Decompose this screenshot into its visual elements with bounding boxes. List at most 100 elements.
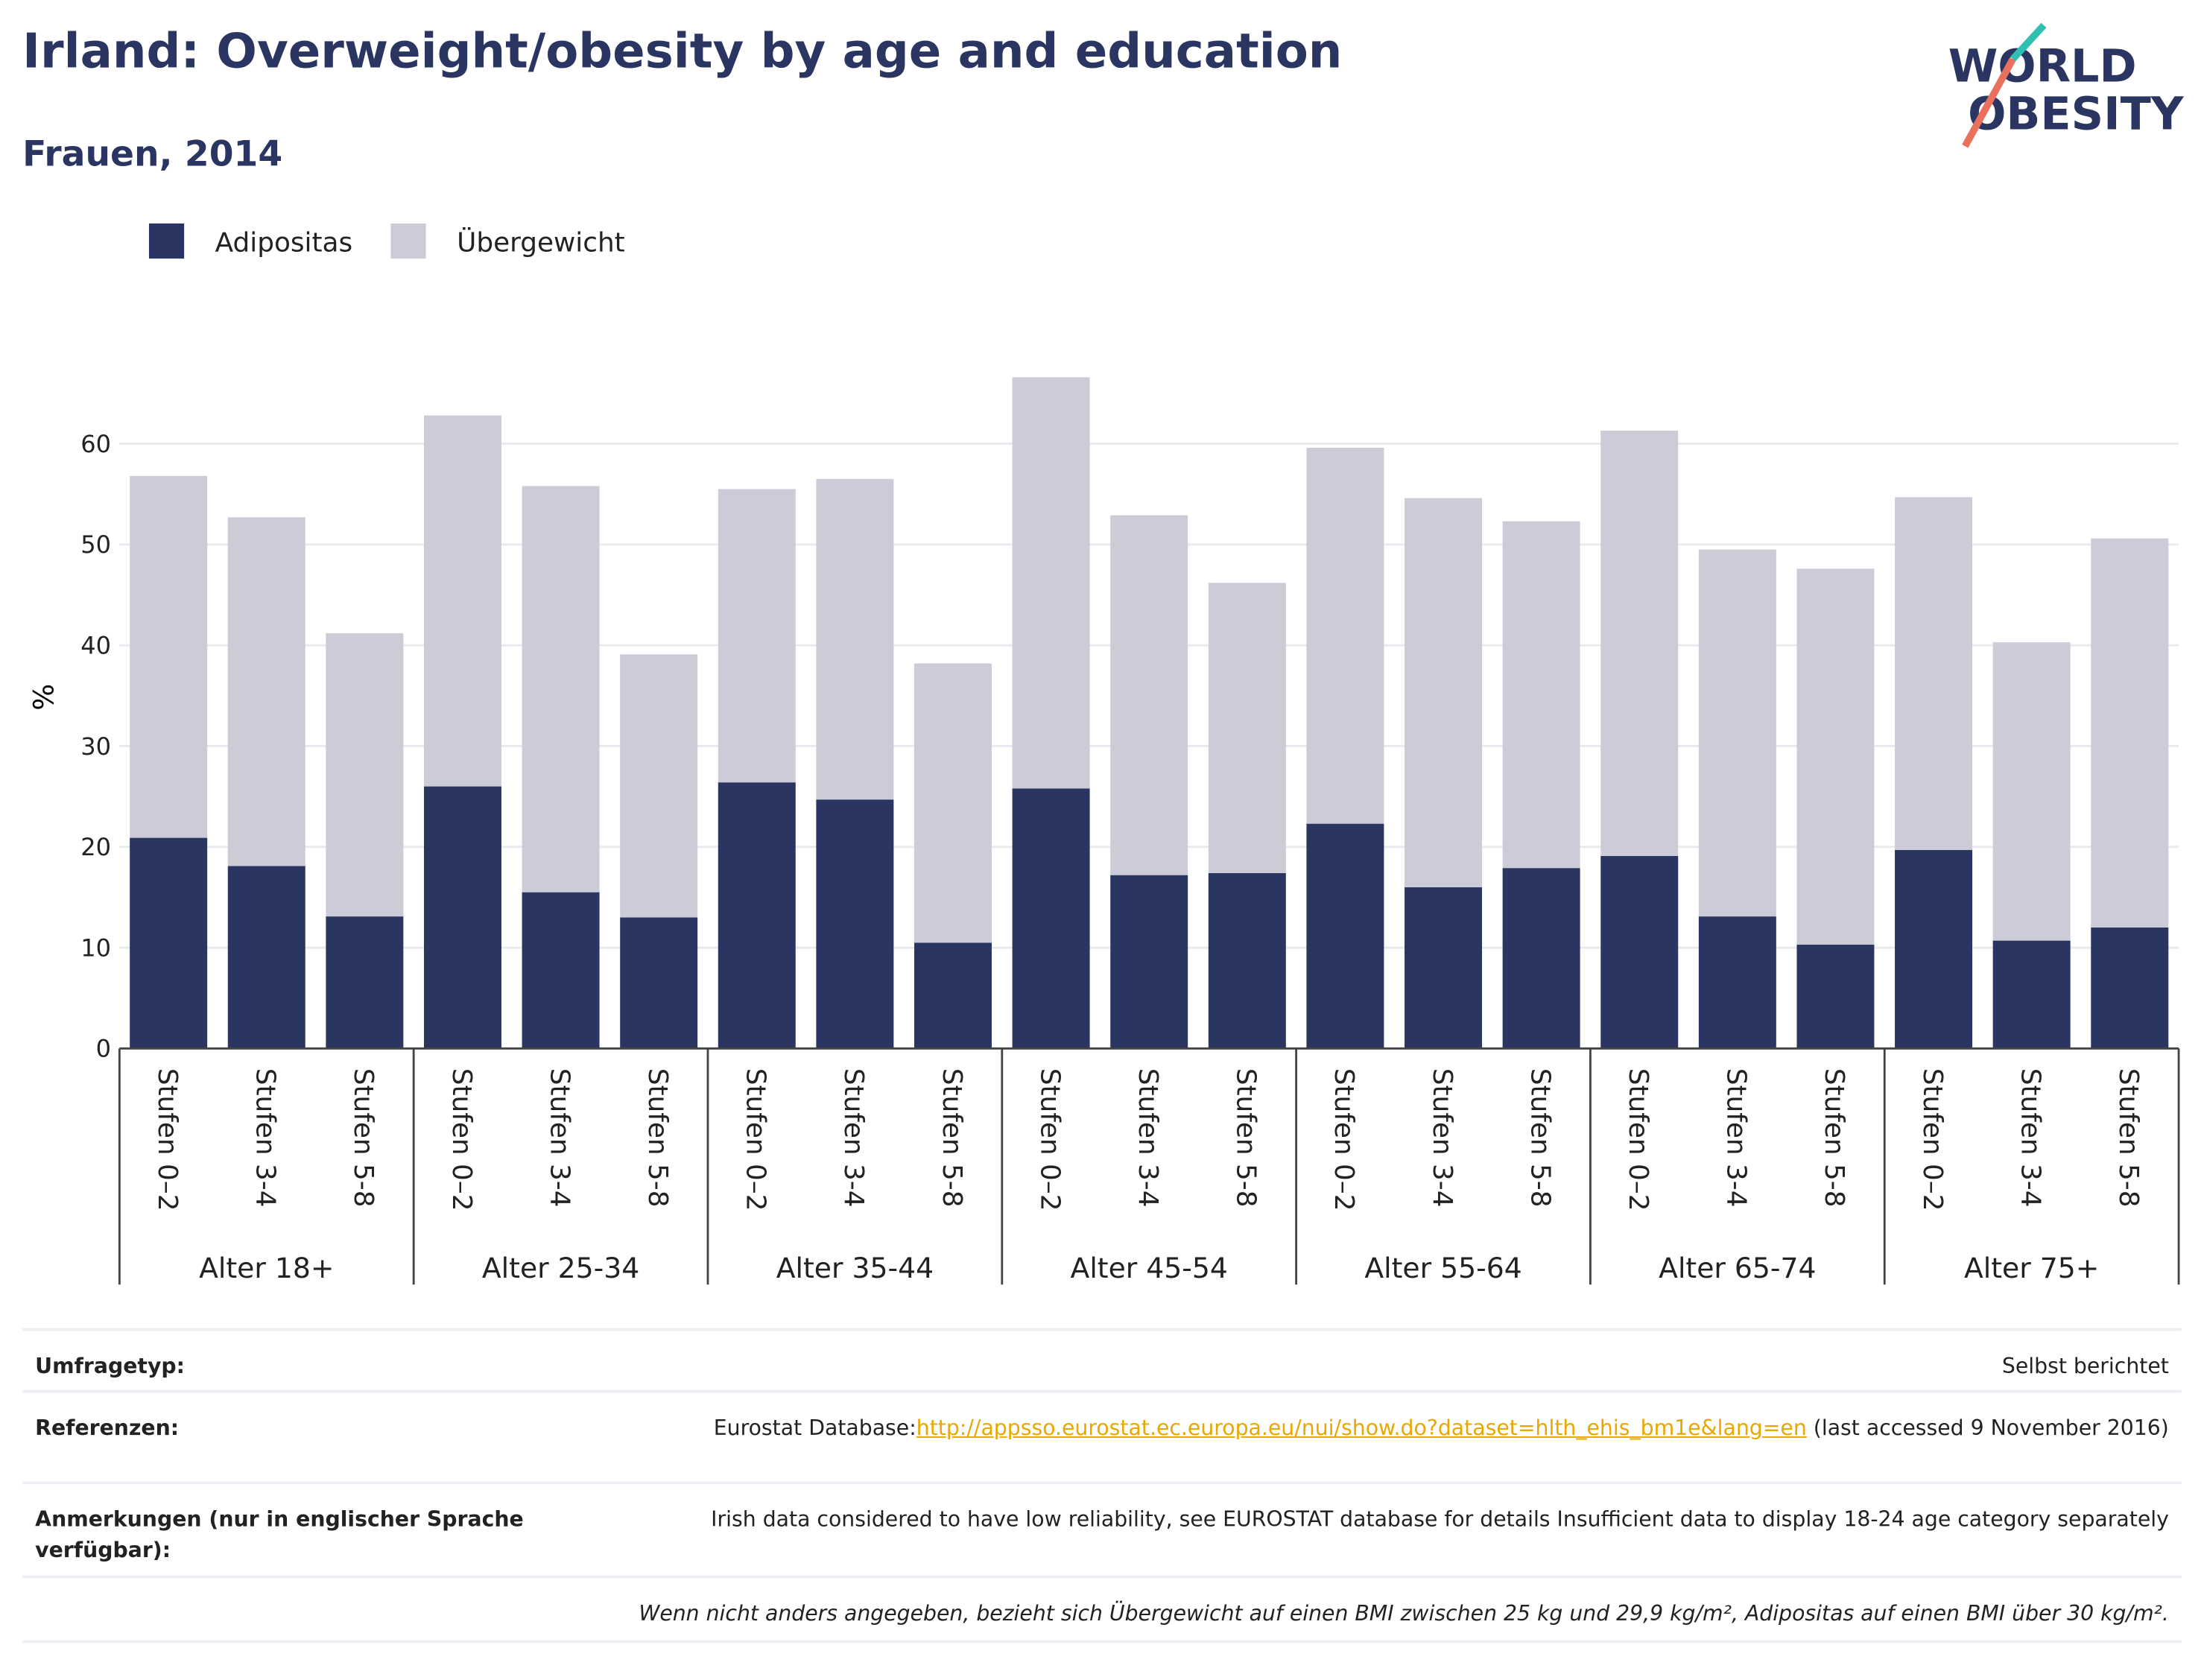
x-tick-label: Stufen 5-8 bbox=[1231, 1068, 1261, 1208]
bar-segment bbox=[1405, 498, 1483, 887]
footer-value: Eurostat Database:http://appsso.eurostat… bbox=[595, 1413, 2169, 1444]
bar-segment bbox=[1698, 916, 1776, 1049]
ref-prefix: Eurostat Database: bbox=[713, 1415, 916, 1441]
x-tick-label: Stufen 3-4 bbox=[1133, 1068, 1163, 1208]
group-label: Alter 25-34 bbox=[482, 1252, 639, 1284]
x-tick-label: Stufen 3-4 bbox=[2015, 1068, 2045, 1208]
x-tick-label: Stufen 0–2 bbox=[152, 1068, 183, 1211]
bar-segment bbox=[816, 478, 894, 800]
bar-segment bbox=[423, 415, 501, 787]
bar-segment bbox=[1502, 868, 1580, 1049]
bar-segment bbox=[227, 517, 305, 866]
group-label: Alter 18+ bbox=[199, 1252, 334, 1284]
bar-segment bbox=[326, 633, 404, 917]
bar-segment bbox=[1208, 872, 1286, 1049]
legend-label: Übergewicht bbox=[457, 227, 625, 259]
footer-row: Wenn nicht anders angegeben, bezieht sic… bbox=[22, 1575, 2182, 1643]
x-tick-label: Stufen 5-8 bbox=[937, 1068, 967, 1208]
bar-segment bbox=[1306, 448, 1384, 824]
x-tick-label: Stufen 5-8 bbox=[1524, 1068, 1555, 1208]
legend-swatch bbox=[390, 223, 426, 259]
bar-segment bbox=[1405, 887, 1483, 1049]
bar-segment bbox=[130, 837, 208, 1049]
x-tick-label: Stufen 5-8 bbox=[642, 1068, 673, 1208]
x-tick-label: Stufen 0–2 bbox=[741, 1068, 771, 1211]
title: Irland: Overweight/obesity by age and ed… bbox=[22, 24, 1342, 80]
bar-segment bbox=[1306, 823, 1384, 1049]
bar-segment bbox=[227, 866, 305, 1049]
group-label: Alter 65-74 bbox=[1659, 1252, 1816, 1284]
subtitle: Frauen, 2014 bbox=[22, 134, 282, 175]
x-tick-label: Stufen 3-4 bbox=[1721, 1068, 1752, 1208]
y-tick-label: 60 bbox=[80, 430, 111, 458]
x-tick-label: Stufen 0–2 bbox=[1917, 1068, 1948, 1211]
logo-text: OBESITY bbox=[1968, 89, 2185, 141]
y-tick-label: 10 bbox=[80, 933, 111, 962]
bar-segment bbox=[1895, 849, 1973, 1049]
bar-segment bbox=[620, 654, 698, 918]
bar-segment bbox=[2091, 538, 2169, 928]
chart: Irland: Overweight/obesity by age and ed… bbox=[22, 22, 2185, 1285]
x-tick-label: Stufen 5-8 bbox=[348, 1068, 379, 1208]
bar-segment bbox=[2091, 927, 2169, 1049]
bar-segment bbox=[718, 489, 796, 783]
y-tick-label: 0 bbox=[96, 1035, 111, 1063]
legend-swatch bbox=[148, 223, 185, 259]
bar-segment bbox=[522, 486, 600, 893]
y-tick-label: 20 bbox=[80, 833, 111, 861]
bar-segment bbox=[1110, 875, 1188, 1049]
y-tick-label: 30 bbox=[80, 732, 111, 761]
footer-value: Irish data considered to have low reliab… bbox=[711, 1506, 2169, 1532]
bar-segment bbox=[1012, 788, 1090, 1049]
x-tick-label: Stufen 0–2 bbox=[1623, 1068, 1653, 1211]
bar-segment bbox=[522, 892, 600, 1049]
footer-label: Anmerkungen (nur in englischer Sprache v… bbox=[35, 1506, 524, 1563]
footer-row: Referenzen: Eurostat Database:http://app… bbox=[22, 1389, 2182, 1484]
group-label: Alter 55-64 bbox=[1364, 1252, 1521, 1284]
bar-segment bbox=[1208, 583, 1286, 873]
x-tick-label: Stufen 5-8 bbox=[2113, 1068, 2144, 1208]
group-label: Alter 75+ bbox=[1964, 1252, 2099, 1284]
footer-row: Umfragetyp: Selbst berichtet bbox=[22, 1328, 2182, 1393]
group-label: Alter 45-54 bbox=[1071, 1252, 1228, 1284]
footer-value: Selbst berichtet bbox=[2001, 1353, 2169, 1379]
bar-segment bbox=[620, 917, 698, 1049]
x-tick-label: Stufen 3-4 bbox=[250, 1068, 281, 1208]
bar-segment bbox=[1796, 568, 1875, 945]
x-tick-label: Stufen 0–2 bbox=[446, 1068, 477, 1211]
bar-segment bbox=[326, 916, 404, 1049]
footer-row: Anmerkungen (nur in englischer Sprache v… bbox=[22, 1481, 2182, 1578]
bar-segment bbox=[1600, 431, 1679, 856]
bar-segment bbox=[1012, 377, 1090, 789]
x-tick-label: Stufen 5-8 bbox=[1819, 1068, 1849, 1208]
footer-label: Referenzen: bbox=[35, 1415, 180, 1441]
bar-segment bbox=[1895, 497, 1973, 850]
ref-link[interactable]: http://appsso.eurostat.ec.europa.eu/nui/… bbox=[916, 1415, 1807, 1441]
group-label: Alter 35-44 bbox=[776, 1252, 934, 1284]
x-tick-label: Stufen 0–2 bbox=[1329, 1068, 1359, 1211]
legend-label: Adipositas bbox=[215, 228, 353, 259]
logo-text: WORLD bbox=[1948, 40, 2137, 92]
y-axis-label: % bbox=[28, 684, 60, 711]
x-tick-label: Stufen 3-4 bbox=[544, 1068, 574, 1208]
x-tick-label: Stufen 3-4 bbox=[838, 1068, 869, 1208]
bar-segment bbox=[1992, 642, 2071, 941]
logo-slash bbox=[1962, 57, 2016, 148]
bar-segment bbox=[718, 782, 796, 1049]
footer-note: Wenn nicht anders angegeben, bezieht sic… bbox=[639, 1600, 2169, 1626]
y-tick-label: 50 bbox=[80, 530, 111, 559]
ref-suffix: (last accessed 9 November 2016) bbox=[1806, 1415, 2169, 1441]
bar-segment bbox=[1992, 940, 2071, 1049]
bar-segment bbox=[816, 799, 894, 1049]
bar-segment bbox=[423, 786, 501, 1049]
x-tick-label: Stufen 0–2 bbox=[1034, 1068, 1065, 1211]
bar-segment bbox=[914, 942, 992, 1049]
logo-slash bbox=[2010, 22, 2047, 62]
bar-segment bbox=[1698, 549, 1776, 917]
bar-segment bbox=[1600, 855, 1679, 1049]
bar-segment bbox=[130, 475, 208, 838]
y-tick-label: 40 bbox=[80, 631, 111, 659]
footer-label: Umfragetyp: bbox=[35, 1353, 185, 1379]
bar-segment bbox=[1796, 944, 1875, 1049]
